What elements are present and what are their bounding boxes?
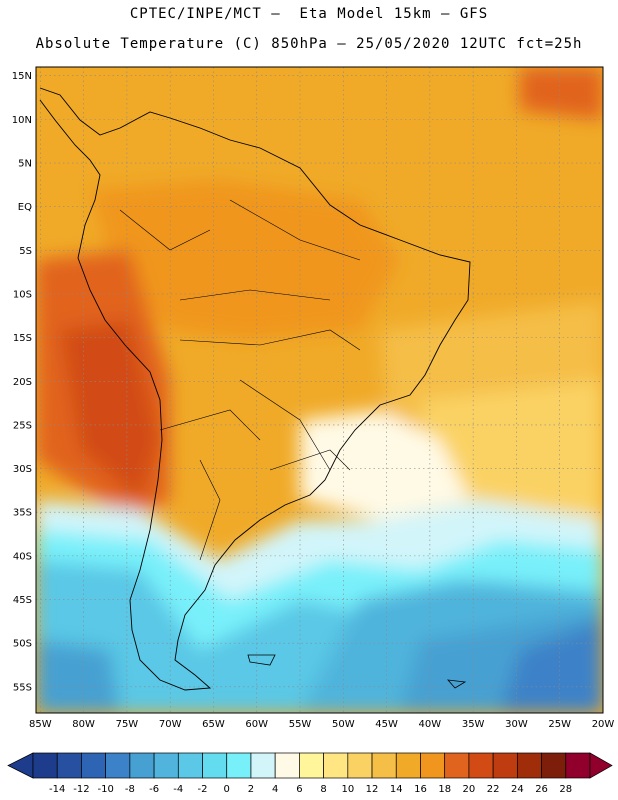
colorbar-swatch bbox=[444, 752, 470, 779]
lat-label: 35S bbox=[13, 508, 32, 519]
colorbar-swatch bbox=[81, 752, 107, 779]
colorbar-swatch bbox=[226, 752, 252, 779]
colorbar-label: 16 bbox=[414, 784, 427, 795]
lat-label: 10S bbox=[13, 289, 32, 300]
longitude-labels: 85W 80W 75W 70W 65W 60W 55W 50W 45W 40W 35W 30W 25W 2… bbox=[29, 719, 614, 730]
colorbar-label: 10 bbox=[341, 784, 354, 795]
colorbar-swatch bbox=[323, 752, 349, 779]
lat-label: 45S bbox=[13, 595, 32, 606]
lon-label: 55W bbox=[289, 719, 312, 730]
lon-label: 45W bbox=[375, 719, 398, 730]
colorbar-label: -8 bbox=[125, 784, 135, 795]
colorbar-label: 14 bbox=[390, 784, 403, 795]
lon-label: 35W bbox=[462, 719, 485, 730]
lon-label: 20W bbox=[592, 719, 615, 730]
colorbar-label: -4 bbox=[173, 784, 183, 795]
colorbar-label: -2 bbox=[198, 784, 208, 795]
lat-label: 15S bbox=[13, 333, 32, 344]
lon-label: 50W bbox=[332, 719, 355, 730]
colorbar-arrow-low bbox=[7, 752, 34, 779]
colorbar-labels: -14 -12 -10 -8 -6 -4 -2 0 2 4 6 8 10 12 14 16 18 20 22 24 26… bbox=[49, 784, 572, 795]
map-frame bbox=[35, 66, 604, 714]
colorbar-swatch bbox=[395, 752, 421, 779]
colorbar-swatch bbox=[202, 752, 228, 779]
colorbar-label: -6 bbox=[149, 784, 159, 795]
map-title-line1: CPTEC/INPE/MCT – Eta Model 15km – GFS bbox=[129, 6, 489, 22]
lon-label: 75W bbox=[116, 719, 139, 730]
colorbar-label: 26 bbox=[535, 784, 548, 795]
lon-label: 25W bbox=[548, 719, 571, 730]
colorbar-label: 6 bbox=[296, 784, 302, 795]
lon-label: 70W bbox=[159, 719, 182, 730]
colorbar-label: 0 bbox=[224, 784, 230, 795]
lon-label: 60W bbox=[245, 719, 268, 730]
lat-label: 20S bbox=[13, 377, 32, 388]
colorbar-label: 20 bbox=[463, 784, 476, 795]
lat-label: 40S bbox=[13, 551, 32, 562]
colorbar-swatch bbox=[541, 752, 567, 779]
colorbar-label: 28 bbox=[559, 784, 572, 795]
colorbar-swatch bbox=[492, 752, 518, 779]
map-title-line2: Absolute Temperature (C) 850hPa – 25/05/… bbox=[35, 36, 583, 52]
map-grid bbox=[36, 67, 604, 713]
lat-label: 5N bbox=[18, 159, 32, 170]
lon-label: 85W bbox=[29, 719, 52, 730]
colorbar-swatch bbox=[153, 752, 179, 779]
colorbar-swatch bbox=[105, 752, 131, 779]
lat-label: 55S bbox=[13, 682, 32, 693]
colorbar-swatch bbox=[347, 752, 373, 779]
colorbar-swatch bbox=[371, 752, 397, 779]
colorbar-swatch bbox=[129, 752, 155, 779]
colorbar-label: -14 bbox=[49, 784, 65, 795]
colorbar-label: 22 bbox=[487, 784, 500, 795]
colorbar-label: 8 bbox=[320, 784, 326, 795]
colorbar-swatch bbox=[299, 752, 324, 779]
colorbar-swatch bbox=[177, 752, 203, 779]
colorbar-arrow-high bbox=[589, 752, 613, 779]
lat-label: 30S bbox=[13, 464, 32, 475]
lat-label: 10N bbox=[12, 115, 32, 126]
colorbar-label: -10 bbox=[97, 784, 113, 795]
coastlines bbox=[39, 87, 471, 691]
lat-label: 25S bbox=[13, 420, 32, 431]
colorbar-swatch bbox=[56, 752, 82, 779]
lon-label: 80W bbox=[72, 719, 95, 730]
colorbar-swatch bbox=[516, 752, 542, 779]
lon-label: 40W bbox=[419, 719, 442, 730]
colorbar-label: 24 bbox=[511, 784, 524, 795]
colorbar-label: -12 bbox=[73, 784, 89, 795]
colorbar-swatch bbox=[420, 752, 446, 779]
lat-label: 15N bbox=[12, 71, 32, 82]
lat-label: 5S bbox=[19, 246, 32, 257]
colorbar-swatch bbox=[565, 752, 591, 779]
colorbar-swatch bbox=[468, 752, 494, 779]
colorbar-swatch bbox=[250, 752, 276, 779]
lon-label: 65W bbox=[202, 719, 225, 730]
colorbar-label: 2 bbox=[248, 784, 254, 795]
lat-label: 50S bbox=[13, 639, 32, 650]
lon-label: 30W bbox=[505, 719, 528, 730]
colorbar-label: 18 bbox=[438, 784, 451, 795]
colorbar-swatch bbox=[32, 752, 58, 779]
colorbar-label: 4 bbox=[272, 784, 278, 795]
colorbar-label: 12 bbox=[366, 784, 379, 795]
colorbar-swatch bbox=[274, 752, 300, 779]
latitude-labels: 15N 10N 5N EQ 5S 10S 15S 20S 25S 30S 35S 40S 45S 50S 5… bbox=[12, 71, 32, 693]
lat-label: EQ bbox=[18, 202, 32, 213]
